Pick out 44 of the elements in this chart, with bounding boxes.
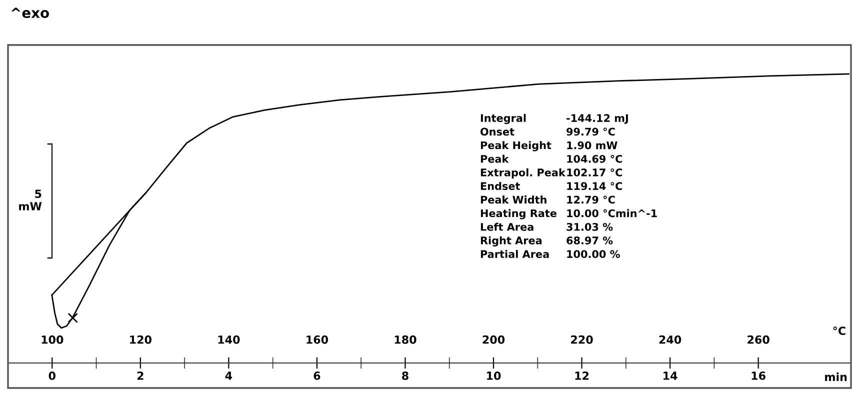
- x2-tick-label: 10: [487, 372, 501, 380]
- annotation: 12.79 °C: [567, 196, 615, 204]
- x-tick-label: 200: [482, 335, 505, 344]
- x2-tick-label: 0: [48, 372, 56, 380]
- annotation: 104.69 °C: [567, 154, 622, 163]
- x2-tick-label: 12: [575, 372, 589, 380]
- annotation: Peak Width: [480, 196, 546, 204]
- annotation: 1.90 mW: [567, 141, 618, 150]
- annotation: Peak Height: [480, 141, 552, 152]
- x-tick-label: 160: [306, 335, 328, 344]
- x2-tick-label: 2: [137, 372, 144, 380]
- x2-tick-label: 14: [664, 372, 678, 380]
- x2-tick-label: 4: [225, 372, 232, 380]
- x-tick-label: 180: [394, 335, 416, 344]
- annotation: -144.12 mJ: [566, 114, 628, 124]
- x-tick-label: 240: [659, 335, 682, 344]
- x-tick-label: 100: [42, 335, 64, 344]
- annotation: 99.79 °C: [566, 128, 615, 136]
- x-tick-label: 140: [218, 335, 240, 344]
- annotation: 102.17 °C: [567, 168, 622, 176]
- annotation: Left Area: [480, 222, 534, 231]
- annotation: 68.97 %: [566, 236, 613, 244]
- annotation: 10.00 °Cmin^-1: [567, 209, 657, 218]
- annotation: Right Area: [480, 236, 542, 246]
- annotation: Partial Area: [480, 250, 549, 258]
- x2-tick-label: 16: [752, 372, 766, 380]
- annotation: Extrapol. Peak: [480, 168, 566, 178]
- annotation: Onset: [480, 128, 514, 136]
- annotation: Peak: [480, 154, 509, 163]
- x2-tick-label: 6: [314, 372, 320, 380]
- annotation: 100.00 %: [567, 250, 620, 258]
- annotation: Integral: [480, 114, 526, 124]
- annotation: 119.14 °C: [567, 182, 622, 190]
- x-axis-title: °C: [833, 326, 846, 336]
- annotation: 5 mW: [19, 190, 42, 210]
- x-tick-label: 220: [571, 335, 593, 344]
- chart-title: ^exo: [11, 8, 49, 18]
- x2-tick-label: 8: [402, 372, 408, 380]
- annotation: Heating Rate: [480, 209, 556, 220]
- x-tick-label: 120: [130, 335, 152, 344]
- annotation: 31.03 %: [566, 222, 613, 231]
- x2-axis-title: min: [825, 372, 847, 381]
- x-tick-label: 260: [748, 335, 770, 344]
- annotation: Endset: [480, 182, 520, 190]
